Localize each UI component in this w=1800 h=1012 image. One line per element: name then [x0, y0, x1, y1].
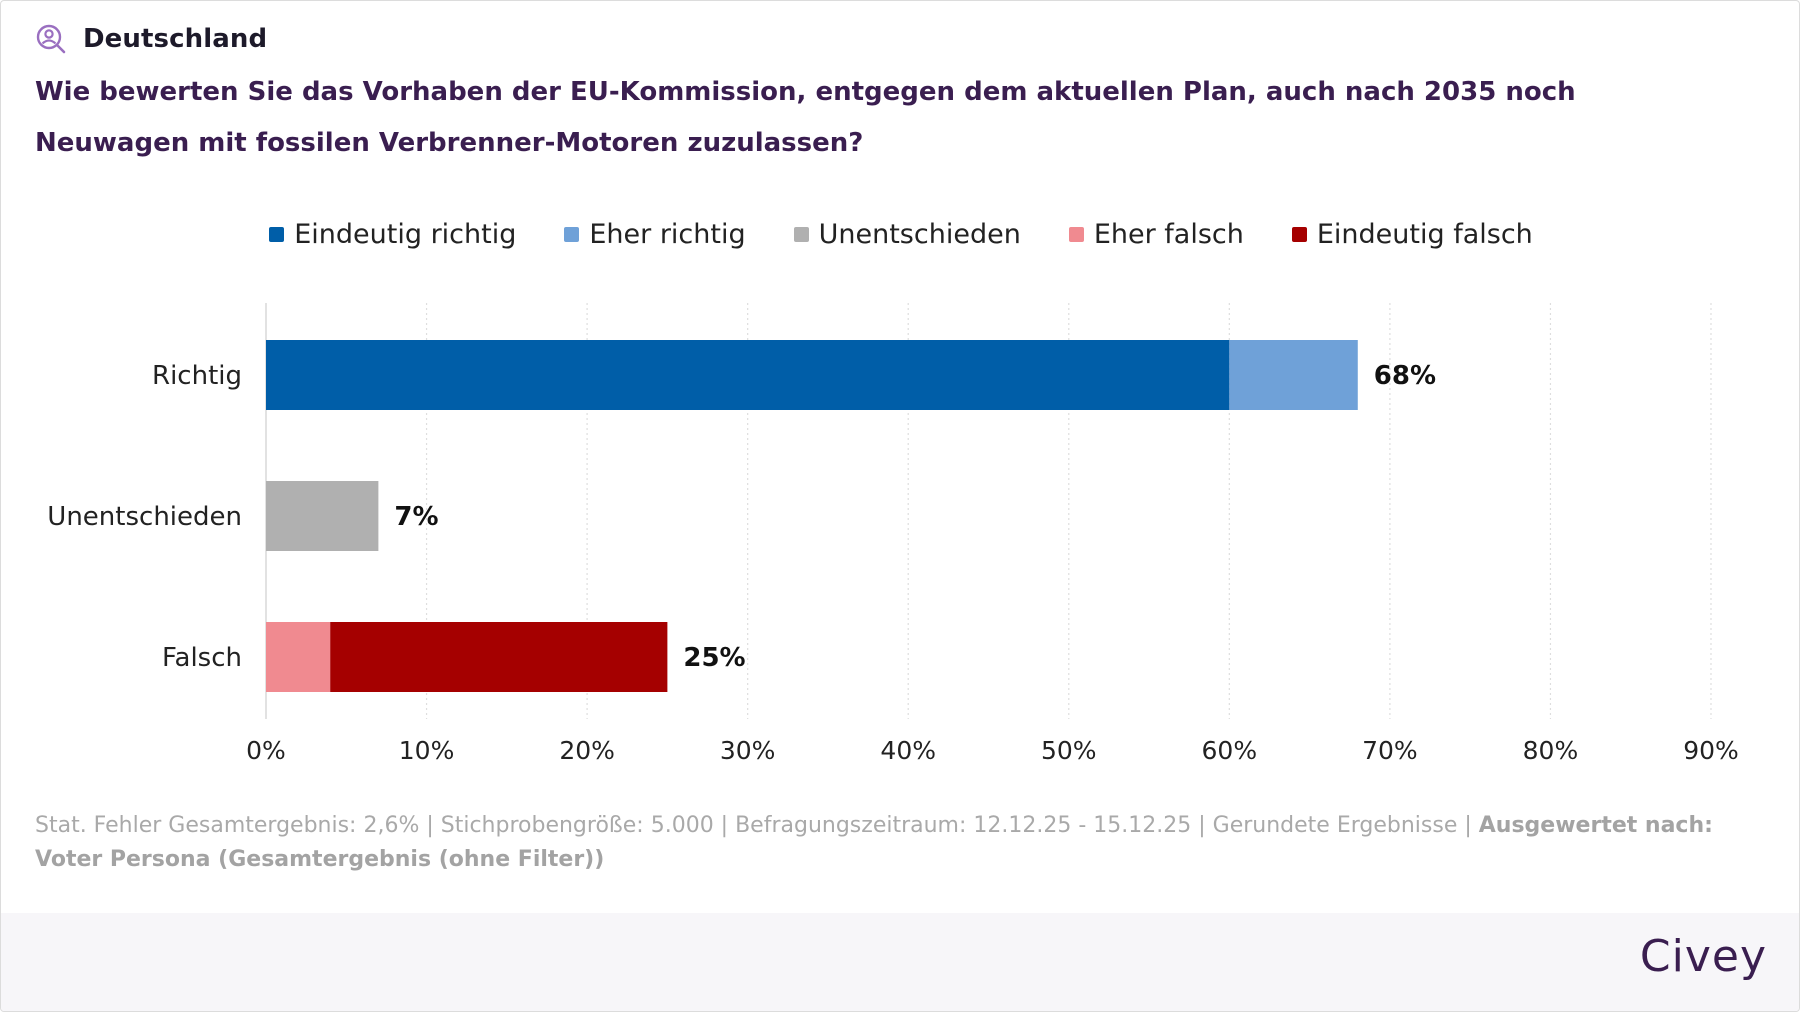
legend-label: Unentschieden [818, 219, 1021, 250]
data-label: 68% [1374, 361, 1436, 391]
footnote: Stat. Fehler Gesamtergebnis: 2,6% | Stic… [35, 809, 1735, 877]
legend-swatch [269, 227, 285, 242]
data-label: 7% [394, 502, 438, 532]
legend-item: Eindeutig richtig [269, 219, 516, 250]
x-tick-label: 10% [399, 736, 455, 765]
legend-item: Eher richtig [564, 219, 746, 250]
x-tick-label: 80% [1523, 736, 1579, 765]
x-tick-label: 20% [559, 736, 615, 765]
legend-item: Eher falsch [1068, 219, 1244, 250]
person-search-icon [35, 23, 67, 55]
category-label: Richtig [152, 361, 242, 391]
region-header: Deutschland [35, 23, 267, 55]
legend-swatch [1068, 227, 1084, 242]
x-tick-label: 90% [1683, 736, 1739, 765]
region-label: Deutschland [83, 24, 268, 54]
bar-segment [266, 481, 379, 551]
brand-logo[interactable]: Civey [1639, 931, 1767, 982]
bar-chart: 0% 10% 20% 30% 40% 50% 60% 70% 80% 90% Richtig 68% U… [47, 303, 1739, 765]
x-tick-label: 70% [1362, 736, 1418, 765]
x-tick-label: 60% [1202, 736, 1258, 765]
x-tick-label: 40% [880, 736, 936, 765]
bar-segment [330, 622, 668, 692]
bar-segment [1229, 340, 1358, 410]
category-label: Falsch [162, 643, 242, 673]
category-label: Unentschieden [47, 502, 242, 532]
question-title: Wie bewerten Sie das Vorhaben der EU-Kom… [35, 77, 1576, 158]
x-tick-label: 0% [246, 736, 286, 765]
bar-segment [266, 622, 331, 692]
legend-swatch [1291, 227, 1307, 242]
legend-item: Unentschieden [793, 219, 1021, 250]
legend-item: Eindeutig falsch [1291, 219, 1533, 250]
footnote-text: Stat. Fehler Gesamtergebnis: 2,6% | Stic… [35, 813, 1479, 838]
legend-label: Eher falsch [1093, 219, 1244, 250]
data-label: 25% [683, 643, 745, 673]
chart-legend: Eindeutig richtig Eher richtig Unentschi… [1, 219, 1799, 250]
legend-swatch [793, 227, 809, 242]
footer-band [1, 913, 1799, 1011]
legend-label: Eindeutig falsch [1316, 219, 1533, 250]
legend-swatch [564, 227, 580, 242]
legend-label: Eindeutig richtig [294, 219, 517, 250]
legend-label: Eher richtig [589, 219, 746, 250]
x-tick-label: 50% [1041, 736, 1097, 765]
bar-segment [266, 340, 1230, 410]
footnote-bold: Ausgewertet nach: Voter Persona (Gesamte… [35, 813, 1713, 872]
x-tick-label: 30% [720, 736, 776, 765]
